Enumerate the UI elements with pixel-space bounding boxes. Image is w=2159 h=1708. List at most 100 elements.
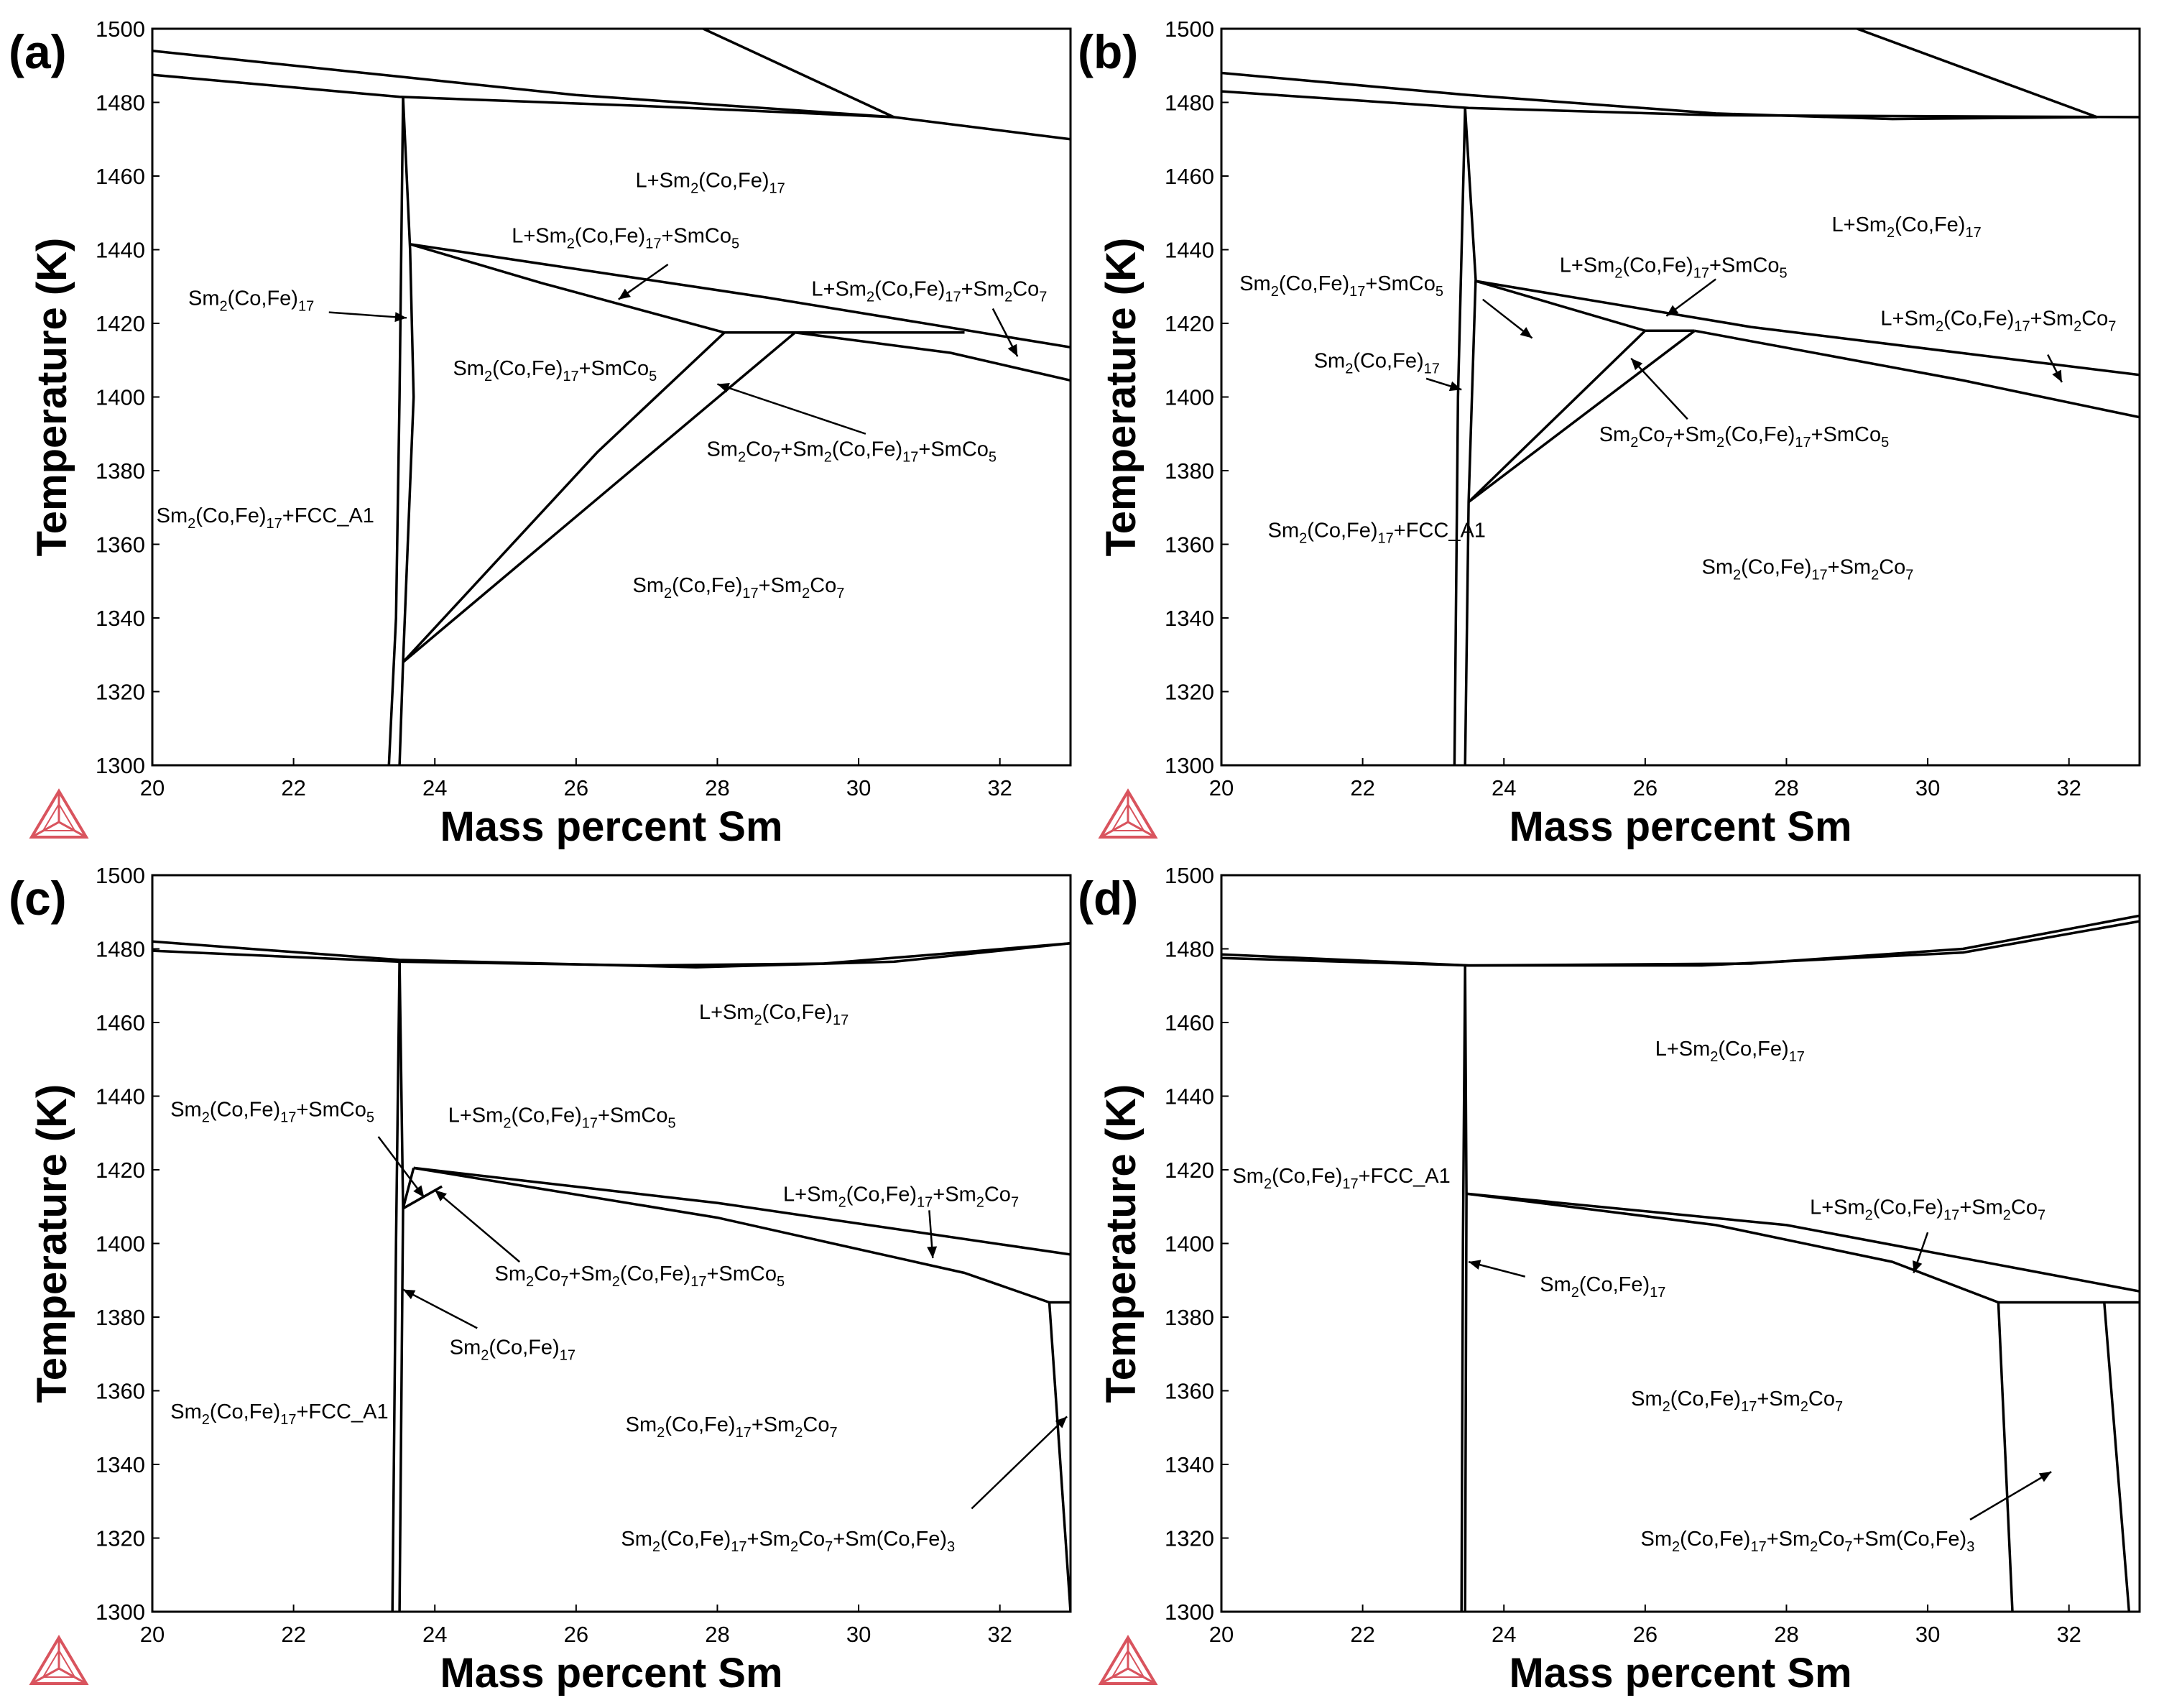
y-tick-label: 1480 <box>1165 91 1214 116</box>
series-sm2co7-liquidus <box>413 1166 1050 1304</box>
series-liquidus-upper <box>1221 914 2140 967</box>
phase-region-label: Sm2(Co,Fe)17+FCC_A1 <box>1268 519 1486 546</box>
y-tick-label: 1480 <box>1165 937 1214 962</box>
annotation-arrow <box>377 1136 425 1199</box>
y-tick-label: 1360 <box>1165 1379 1214 1404</box>
series-sm2co17-right <box>398 959 404 1612</box>
series-liquidus-upper <box>152 940 1071 969</box>
phase-region-label: Sm2Co7+Sm2(Co,Fe)17+SmCo5 <box>706 438 997 466</box>
series-sm2co7-left-boundary <box>1997 1302 2014 1612</box>
annotation-arrow <box>402 1288 478 1329</box>
phase-region-label: Sm2Co7+Sm2(Co,Fe)17+SmCo5 <box>1599 423 1890 451</box>
panel-label: (d) <box>1078 872 1138 925</box>
y-tick-label: 1500 <box>96 17 145 42</box>
phase-region-label: Sm2(Co,Fe)17+Sm2Co7 <box>1701 556 1913 583</box>
series-smco5-line-upper <box>410 243 1071 349</box>
y-tick-label: 1380 <box>1165 458 1214 484</box>
x-axis-title: Mass percent Sm <box>1509 1650 1851 1697</box>
annotation-arrow <box>1425 377 1462 392</box>
annotation-arrow <box>717 383 866 435</box>
y-tick-label: 1320 <box>1165 680 1214 705</box>
series-sm2co17-left <box>1460 965 1466 1612</box>
y-tick-label: 1400 <box>96 1232 145 1257</box>
x-axis-title: Mass percent Sm <box>440 803 782 850</box>
x-tick-label: 26 <box>564 1622 588 1647</box>
series-sm2co17-right <box>398 96 415 765</box>
y-tick-label: 1480 <box>96 91 145 116</box>
thermo-calc-triangle-icon <box>1098 1635 1158 1685</box>
y-tick-label: 1320 <box>96 1526 145 1551</box>
phase-boundaries <box>152 940 1071 1612</box>
series-liquidus-lower <box>1221 920 2140 967</box>
panel-d: 20 22 24 26 28 30 32 1300 1320 1340 1360 1380 1400 14… <box>1078 863 2141 1697</box>
y-tick-label: 1340 <box>96 606 145 631</box>
series-liquidus-lower <box>152 73 894 119</box>
y-tick-label: 1440 <box>96 1084 145 1109</box>
phase-region-label: Sm2(Co,Fe)17 <box>1540 1273 1665 1301</box>
x-tick-label: 20 <box>140 1622 165 1647</box>
series-upper-boundary <box>703 29 894 119</box>
y-tick-label: 1320 <box>96 680 145 705</box>
x-tick-label: 22 <box>281 1622 305 1647</box>
y-tick-label: 1380 <box>1165 1305 1214 1330</box>
annotation-arrow <box>434 1189 521 1263</box>
series-sm2co17-right <box>1464 965 1468 1612</box>
x-tick-label: 30 <box>846 1622 871 1647</box>
x-tick-label: 32 <box>2056 1622 2081 1647</box>
x-tick-label: 28 <box>705 1622 729 1647</box>
series-liquidus-sm2co17 <box>413 1166 1071 1256</box>
x-axis-title: Mass percent Sm <box>1509 803 1851 850</box>
y-tick-label: 1500 <box>1165 863 1214 888</box>
phase-region-label: L+Sm2(Co,Fe)17+SmCo5 <box>448 1104 676 1131</box>
y-tick-label: 1400 <box>96 385 145 410</box>
panel-label: (c) <box>9 872 67 925</box>
phase-region-label: L+Sm2(Co,Fe)17+SmCo5 <box>512 224 739 251</box>
y-tick-label: 1360 <box>96 532 145 558</box>
annotation-arrow <box>618 263 669 300</box>
annotation-arrow <box>991 308 1019 357</box>
phase-region-label: L+Sm2(Co,Fe)17+SmCo5 <box>1560 254 1788 281</box>
series-sm2co7-right <box>1048 1302 1071 1612</box>
phase-region-label: Sm2(Co,Fe)17+Sm2Co7 <box>626 1413 838 1441</box>
x-tick-label: 22 <box>1350 1622 1374 1647</box>
phase-region-label: Sm2(Co,Fe)17+Sm2Co7+Sm(Co,Fe)3 <box>1641 1528 1975 1555</box>
series-tri-right <box>1468 329 1696 503</box>
y-tick-label: 1400 <box>1165 1232 1214 1257</box>
x-tick-label: 30 <box>846 775 871 800</box>
phase-boundaries <box>152 29 1071 765</box>
series-sm2co17-left <box>387 96 404 765</box>
y-tick-label: 1360 <box>1165 532 1214 558</box>
phase-region-label: Sm2(Co,Fe)17+SmCo5 <box>170 1099 374 1126</box>
series-sm2co7-liquidus <box>1466 1192 1999 1304</box>
series-sm2co17-left <box>1453 108 1466 765</box>
x-tick-label: 20 <box>1209 775 1234 800</box>
x-tick-label: 28 <box>705 775 729 800</box>
y-tick-label: 1420 <box>1165 1158 1214 1183</box>
phase-region-label: Sm2(Co,Fe)17+FCC_A1 <box>170 1400 388 1428</box>
y-tick-label: 1420 <box>96 311 145 336</box>
annotation-arrow <box>1665 278 1716 317</box>
x-tick-label: 22 <box>281 775 305 800</box>
annotation-arrow <box>2047 354 2063 383</box>
annotation-arrow <box>927 1210 938 1259</box>
y-tick-label: 1300 <box>96 753 145 778</box>
x-axis-title: Mass percent Sm <box>440 1650 782 1697</box>
phase-region-label: Sm2(Co,Fe)17+SmCo5 <box>453 357 657 384</box>
y-tick-label: 1300 <box>96 1599 145 1625</box>
y-tick-label: 1460 <box>96 164 145 189</box>
plot-frame <box>151 874 1072 1613</box>
annotation-arrow <box>1481 298 1533 339</box>
series-sm2co7-liquidus <box>795 331 1071 382</box>
y-tick-label: 1460 <box>1165 1010 1214 1035</box>
series-sm2co17-left <box>391 959 401 1612</box>
series-liquidus-sm2co17 <box>1466 1192 2140 1293</box>
panel-label: (b) <box>1078 25 1138 78</box>
x-tick-label: 20 <box>140 775 165 800</box>
y-tick-label: 1340 <box>1165 1452 1214 1477</box>
phase-region-label: Sm2(Co,Fe)17+Sm2Co7+Sm(Co,Fe)3 <box>621 1528 955 1555</box>
y-tick-label: 1420 <box>1165 311 1214 336</box>
x-tick-label: 30 <box>1915 775 1940 800</box>
thermo-calc-triangle-icon <box>1098 788 1158 839</box>
x-tick-label: 26 <box>1633 775 1658 800</box>
phase-region-label: Sm2(Co,Fe)17+FCC_A1 <box>1232 1165 1450 1192</box>
